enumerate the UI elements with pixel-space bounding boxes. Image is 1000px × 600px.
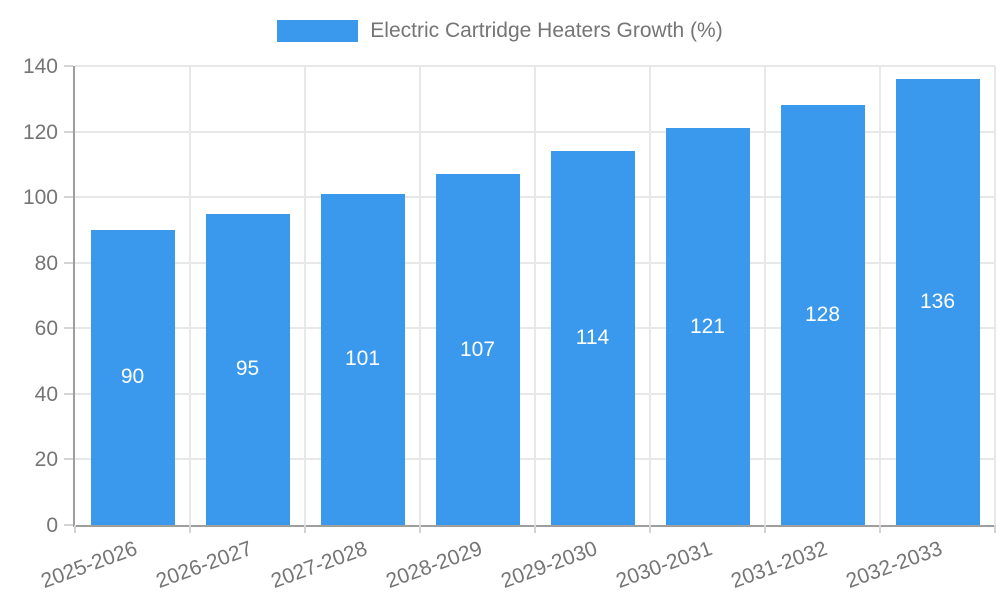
x-gridline xyxy=(994,66,996,525)
x-gridline xyxy=(879,66,881,525)
x-tick-mark xyxy=(304,525,306,533)
x-tick-mark xyxy=(74,525,76,533)
y-tick-mark xyxy=(64,130,73,133)
y-axis-tick-label: 40 xyxy=(34,382,58,406)
x-axis-category-label: 2029-2030 xyxy=(498,537,601,593)
bar-value-label: 101 xyxy=(344,347,381,371)
y-tick-mark xyxy=(64,458,73,461)
x-tick-mark xyxy=(879,525,881,533)
x-tick-mark xyxy=(189,525,191,533)
y-tick-mark xyxy=(64,196,73,199)
x-axis-category-label: 2030-2031 xyxy=(613,537,716,593)
x-axis-category-label: 2025-2026 xyxy=(38,537,141,593)
bar-value-label: 114 xyxy=(575,326,610,350)
x-axis-category-label: 2031-2032 xyxy=(728,537,831,593)
y-tick-mark xyxy=(64,65,73,67)
x-axis-category-label: 2027-2028 xyxy=(268,537,371,593)
y-axis-tick-label: 100 xyxy=(22,186,58,210)
x-tick-mark xyxy=(534,525,536,533)
legend-label: Electric Cartridge Heaters Growth (%) xyxy=(370,19,723,42)
x-tick-mark xyxy=(649,525,651,533)
y-axis-tick-label: 20 xyxy=(34,448,58,472)
legend-swatch xyxy=(277,20,359,42)
x-gridline xyxy=(764,66,766,525)
bar-2028-2029[interactable]: 107 xyxy=(435,174,520,525)
y-axis-tick-label: 0 xyxy=(46,514,58,537)
x-tick-mark xyxy=(419,525,421,533)
x-gridline xyxy=(304,66,306,525)
bar-value-label: 95 xyxy=(235,357,260,381)
x-tick-mark xyxy=(994,525,996,533)
x-axis-category-label: 2028-2029 xyxy=(383,537,486,593)
bar-2029-2030[interactable]: 114 xyxy=(550,151,635,525)
x-axis-category-label: 2026-2027 xyxy=(153,537,256,593)
x-gridline xyxy=(419,66,421,525)
bar-value-label: 136 xyxy=(919,290,956,314)
bar-2030-2031[interactable]: 121 xyxy=(665,128,750,525)
y-tick-mark xyxy=(64,261,73,264)
bar-2031-2032[interactable]: 128 xyxy=(780,105,865,525)
x-tick-mark xyxy=(764,525,766,533)
y-axis-tick-label: 120 xyxy=(22,120,58,144)
bar-2027-2028[interactable]: 101 xyxy=(320,193,405,525)
y-tick-mark xyxy=(64,524,73,526)
bar-2025-2026[interactable]: 90 xyxy=(90,229,175,525)
y-axis-tick-label: 140 xyxy=(22,55,58,78)
legend[interactable]: Electric Cartridge Heaters Growth (%) xyxy=(0,19,1000,43)
bar-2026-2027[interactable]: 95 xyxy=(205,213,290,525)
bar-2032-2033[interactable]: 136 xyxy=(895,79,980,525)
x-gridline xyxy=(534,66,536,525)
x-axis-category-label: 2032-2033 xyxy=(843,537,946,593)
y-axis-tick-label: 60 xyxy=(34,317,58,341)
y-tick-mark xyxy=(64,327,73,330)
x-gridline xyxy=(649,66,651,525)
plot-area: 0 20 40 60 80 100 120 140 90 2025-2026 95 2026-2027… xyxy=(23,55,996,593)
bar-value-label: 121 xyxy=(689,314,726,338)
y-tick-mark xyxy=(64,392,73,395)
bar-value-label: 90 xyxy=(120,365,145,389)
bar-value-label: 128 xyxy=(804,303,841,327)
y-axis-tick-label: 80 xyxy=(34,251,58,275)
x-gridline xyxy=(189,66,191,525)
bar-value-label: 107 xyxy=(459,337,496,361)
